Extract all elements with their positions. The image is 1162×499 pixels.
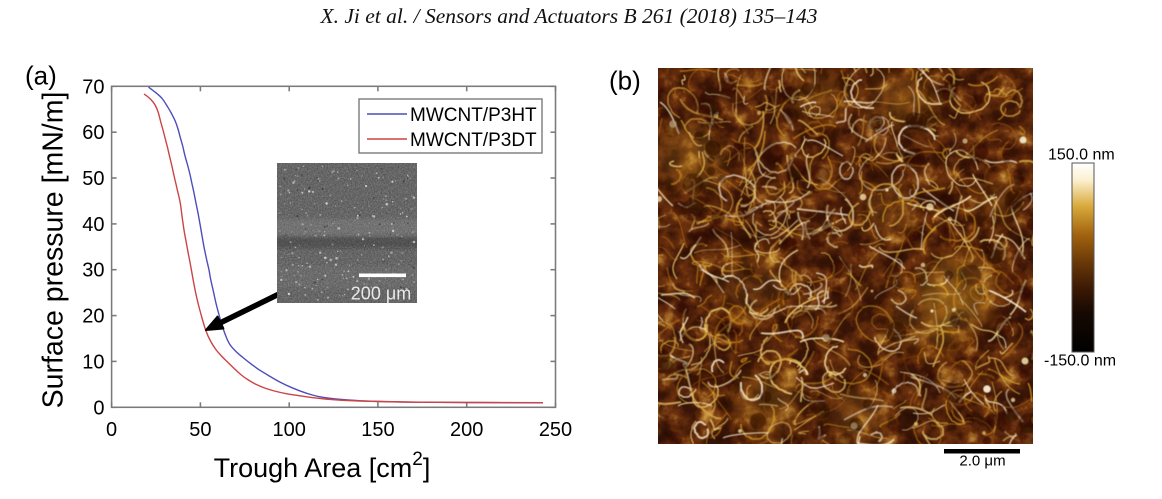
svg-text:150: 150: [361, 419, 394, 441]
svg-text:X. Ji et al. / Sensors and Act: X. Ji et al. / Sensors and Actuators B 2…: [319, 4, 817, 28]
svg-text:20: 20: [82, 306, 104, 328]
svg-text:60: 60: [82, 122, 104, 144]
svg-text:50: 50: [82, 168, 104, 190]
svg-text:MWCNT/P3HT: MWCNT/P3HT: [410, 105, 537, 126]
svg-text:50: 50: [189, 419, 211, 441]
svg-text:100: 100: [273, 419, 306, 441]
svg-text:40: 40: [82, 214, 104, 236]
svg-text:0: 0: [93, 397, 104, 419]
svg-text:2.0 μm: 2.0 μm: [959, 453, 1005, 470]
svg-text:MWCNT/P3DT: MWCNT/P3DT: [410, 130, 537, 151]
svg-text:0: 0: [106, 419, 117, 441]
svg-text:10: 10: [82, 351, 104, 373]
svg-text:Trough Area [cm2]: Trough Area [cm2]: [214, 449, 431, 483]
svg-text:200: 200: [450, 419, 483, 441]
svg-text:70: 70: [82, 76, 104, 98]
svg-text:150.0 nm: 150.0 nm: [1048, 147, 1115, 164]
svg-text:250: 250: [539, 419, 572, 441]
svg-text:-150.0 nm: -150.0 nm: [1044, 353, 1116, 370]
svg-text:(b): (b): [609, 66, 641, 96]
svg-text:30: 30: [82, 260, 104, 282]
svg-text:Surface pressure [mN/m]: Surface pressure [mN/m]: [38, 92, 70, 409]
svg-text:(a): (a): [25, 61, 57, 91]
svg-text:200 μm: 200 μm: [351, 284, 411, 304]
